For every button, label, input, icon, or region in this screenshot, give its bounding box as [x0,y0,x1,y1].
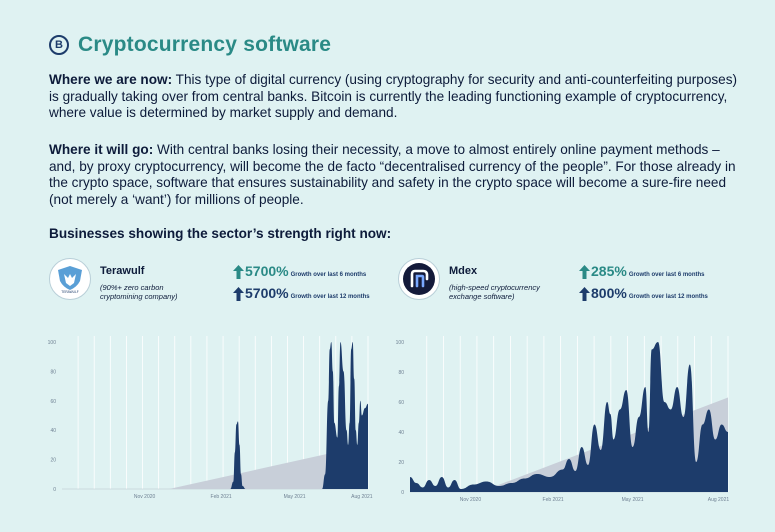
x-tick-label: Feb 2021 [543,497,564,502]
stat-6-months: 285% Growth over last 6 months [579,264,705,279]
mdex-price-chart: 0 20 40 60 80 100 Nov 2020 Feb 2021 May 2021 Aug … [396,336,730,502]
terawulf-logo: TERAWULF [49,258,91,300]
y-tick-label: 40 [398,430,404,436]
stat-6-months: 5700% Growth over last 6 months [233,264,366,279]
terawulf-price-chart: 0 20 40 60 80 100 Nov 2020 Feb 2021 May 2021 Aug … [48,336,373,500]
stat-12-months: 5700% Growth over last 12 months [233,286,370,301]
current-state-text: This type of digital currency (using cry… [49,72,738,120]
x-tick-label: Aug 2021 [708,497,730,502]
future-paragraph: Where it will go: With central banks los… [49,142,739,208]
up-arrow-icon [233,287,244,301]
terawulf-logo-text: TERAWULF [61,290,78,294]
y-tick-label: 100 [48,340,57,346]
up-arrow-icon [579,287,590,301]
current-state-paragraph: Where we are now: This type of digital c… [49,72,739,122]
title-row: B Cryptocurrency software [49,33,331,57]
series-area-1 [322,342,368,489]
page-title: Cryptocurrency software [78,33,332,56]
current-state-lead: Where we are now: [49,72,173,87]
stat-value: 5700% [245,285,289,301]
y-tick-label: 40 [50,428,56,434]
stat-value: 800% [591,285,627,301]
up-arrow-icon [579,265,590,279]
stat-label: Growth over last 12 months [290,294,370,300]
x-tick-label: Aug 2021 [351,494,373,500]
x-tick-label: Feb 2021 [211,494,232,500]
mdex-logo [398,258,440,300]
y-tick-label: 0 [53,487,56,493]
stat-label: Growth over last 12 months [628,294,708,300]
y-tick-label: 20 [398,460,404,466]
y-tick-label: 0 [401,490,404,496]
stat-label: Growth over last 6 months [290,272,367,278]
y-tick-label: 100 [396,340,405,346]
company-description-line1: (90%+ zero carbon [100,283,164,292]
y-tick-label: 80 [50,369,56,375]
x-tick-label: Nov 2020 [460,497,482,502]
y-tick-label: 60 [50,399,56,405]
company-description-line2: exchange software) [449,292,515,301]
mdex-m-icon [403,263,435,295]
x-tick-label: May 2021 [622,497,644,502]
y-tick-label: 20 [50,458,56,464]
y-tick-label: 80 [398,370,404,376]
up-arrow-icon [233,265,244,279]
businesses-heading: Businesses showing the sector’s strength… [49,226,392,241]
future-text: With central banks losing their necessit… [49,142,736,207]
stat-value: 5700% [245,263,289,279]
stat-label: Growth over last 6 months [628,272,705,278]
company-name: Mdex [449,265,478,277]
bitcoin-icon: B [49,35,69,55]
stat-12-months: 800% Growth over last 12 months [579,286,708,301]
trend-area [169,444,368,489]
future-lead: Where it will go: [49,142,154,157]
x-tick-label: May 2021 [284,494,306,500]
series-area-0 [410,342,728,492]
x-tick-label: Nov 2020 [134,494,156,500]
stat-value: 285% [591,263,627,279]
company-name: Terawulf [100,265,145,277]
company-description-line2: cryptomining company) [100,292,178,301]
company-description-line1: (high-speed cryptocurrency [449,283,540,292]
y-tick-label: 60 [398,400,404,406]
terawulf-shield-icon: TERAWULF [58,266,82,294]
